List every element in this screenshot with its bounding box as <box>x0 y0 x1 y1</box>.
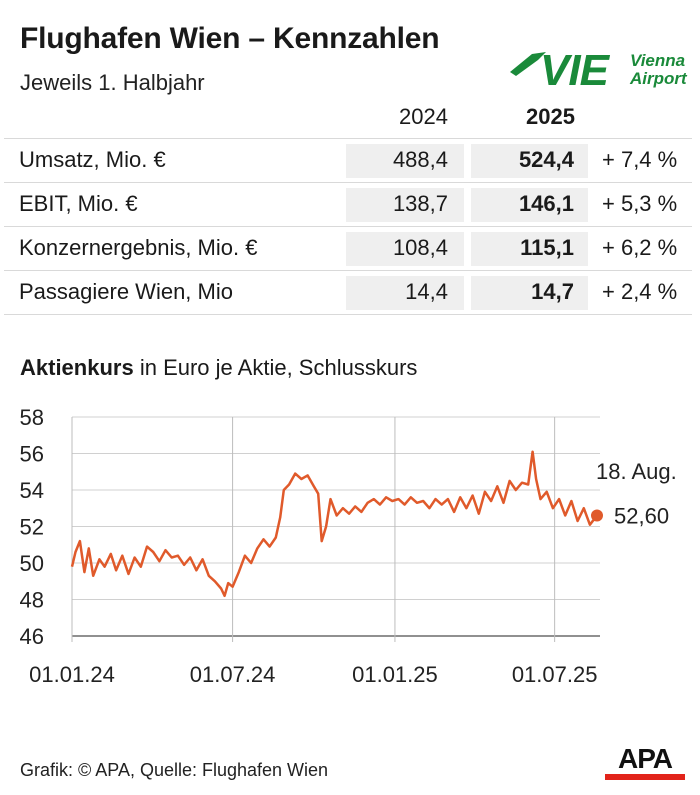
y-tick-label: 48 <box>20 588 44 613</box>
change-value: + 2,4 % <box>602 279 678 304</box>
chart-title: Aktienkurs in Euro je Aktie, Schlusskurs <box>20 355 418 380</box>
y-tick-label: 54 <box>20 478 44 503</box>
y-tick-label: 52 <box>20 515 44 540</box>
table-row: EBIT, Mio. € 138,7 146,1 + 5,3 % <box>4 182 692 226</box>
change-value: + 7,4 % <box>602 147 678 172</box>
price-line <box>70 450 598 598</box>
annotation-date: 18. Aug. <box>596 459 677 484</box>
value-2024: 488,4 <box>392 147 448 172</box>
table-header-2024: 2024 <box>399 104 448 129</box>
row-label: Umsatz, Mio. € <box>19 147 166 172</box>
last-price-point <box>591 509 603 522</box>
table-row: Konzernergebnis, Mio. € 108,4 115,1 + 6,… <box>4 226 692 270</box>
row-label: Konzernergebnis, Mio. € <box>19 235 258 260</box>
y-tick-label: 58 <box>20 405 44 430</box>
source-footer: Grafik: © APA, Quelle: Flughafen Wien <box>20 760 329 780</box>
x-tick-label: 01.01.24 <box>29 662 115 687</box>
value-2025: 146,1 <box>518 191 574 216</box>
value-2025: 14,7 <box>531 279 574 304</box>
logo-mark: VIE <box>540 46 609 95</box>
table-row: Passagiere Wien, Mio 14,4 14,7 + 2,4 % <box>4 270 692 315</box>
y-tick-label: 50 <box>20 551 44 576</box>
logo-text: Vienna Airport <box>630 51 687 88</box>
value-2025: 115,1 <box>520 235 574 260</box>
x-tick-label: 01.01.25 <box>352 662 438 687</box>
change-value: + 5,3 % <box>602 191 678 216</box>
row-label: Passagiere Wien, Mio <box>19 279 233 304</box>
annotation-value: 52,60 <box>614 504 669 529</box>
plane-wing-icon <box>510 52 546 76</box>
y-tick-label: 56 <box>20 442 44 467</box>
y-tick-label: 46 <box>20 624 44 649</box>
vienna-airport-logo: VIE Vienna Airport <box>508 44 688 100</box>
change-value: + 6,2 % <box>602 235 678 260</box>
value-2024: 138,7 <box>392 191 448 216</box>
table-header-2025: 2025 <box>526 104 575 129</box>
page-title: Flughafen Wien – Kennzahlen <box>20 22 440 55</box>
table-row: Umsatz, Mio. € 488,4 524,4 + 7,4 % <box>4 138 692 182</box>
page-subtitle: Jeweils 1. Halbjahr <box>20 70 205 95</box>
x-tick-label: 01.07.24 <box>190 662 276 687</box>
x-tick-label: 01.07.25 <box>512 662 598 687</box>
value-2024: 14,4 <box>405 279 448 304</box>
apa-logo: APA <box>605 744 685 780</box>
value-2025: 524,4 <box>518 147 574 172</box>
kpi-table: Umsatz, Mio. € 488,4 524,4 + 7,4 % EBIT,… <box>4 138 692 315</box>
stock-price-chart: 46 48 50 52 54 56 58 01.01.24 01.07.24 01.01.25 01… <box>20 405 677 687</box>
value-2024: 108,4 <box>392 235 448 260</box>
row-label: EBIT, Mio. € <box>19 191 138 216</box>
